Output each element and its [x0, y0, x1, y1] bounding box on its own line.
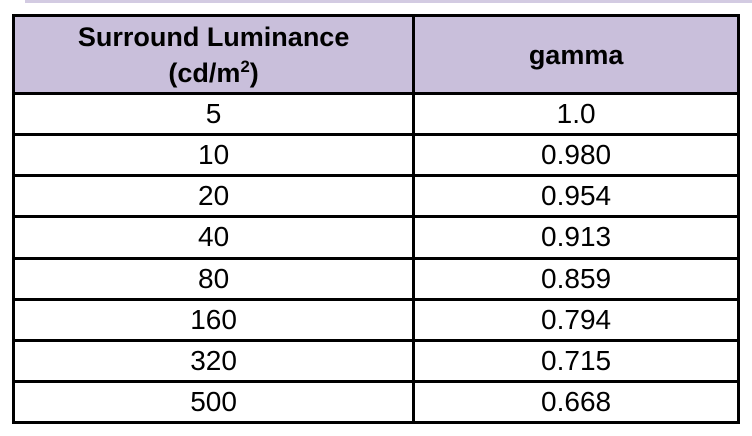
gamma-cell: 1.0	[412, 91, 740, 137]
luminance-cell: 20	[11, 174, 416, 219]
top-edge-strip	[25, 0, 752, 3]
gamma-cell: 0.913	[412, 215, 740, 260]
header-luminance-label: Surround Luminance	[77, 21, 350, 52]
header-row: Surround Luminance (cd/m2) gamma	[11, 14, 740, 95]
header-luminance-unit: (cd/m2)	[168, 56, 259, 88]
superscript-2: 2	[240, 56, 250, 76]
surround-luminance-gamma-table: Surround Luminance (cd/m2) gamma 5 1.0 1…	[11, 14, 740, 425]
table-row: 500 0.668	[11, 379, 740, 425]
table-row: 160 0.794	[11, 297, 740, 342]
luminance-cell: 40	[11, 215, 416, 260]
table-header: Surround Luminance (cd/m2) gamma	[11, 14, 740, 95]
table-row: 40 0.913	[11, 215, 740, 260]
luminance-cell: 10	[11, 133, 416, 178]
header-cell-gamma: gamma	[412, 14, 740, 95]
gamma-cell: 0.794	[412, 297, 740, 342]
table-row: 20 0.954	[11, 174, 740, 219]
luminance-cell: 320	[11, 338, 416, 383]
gamma-cell: 0.668	[412, 379, 740, 425]
table-row: 5 1.0	[11, 91, 740, 137]
gamma-cell: 0.980	[412, 133, 740, 178]
gamma-cell: 0.715	[412, 338, 740, 383]
gamma-cell: 0.859	[412, 256, 740, 301]
header-cell-surround-luminance: Surround Luminance (cd/m2)	[11, 14, 416, 95]
table-row: 320 0.715	[11, 338, 740, 383]
luminance-cell: 160	[11, 297, 416, 342]
gamma-cell: 0.954	[412, 174, 740, 219]
table-row: 80 0.859	[11, 256, 740, 301]
table-row: 10 0.980	[11, 133, 740, 178]
table-body: 5 1.0 10 0.980 20 0.954 40 0.913	[11, 91, 740, 425]
luminance-cell: 80	[11, 256, 416, 301]
luminance-cell: 500	[11, 379, 416, 425]
luminance-cell: 5	[11, 91, 416, 137]
